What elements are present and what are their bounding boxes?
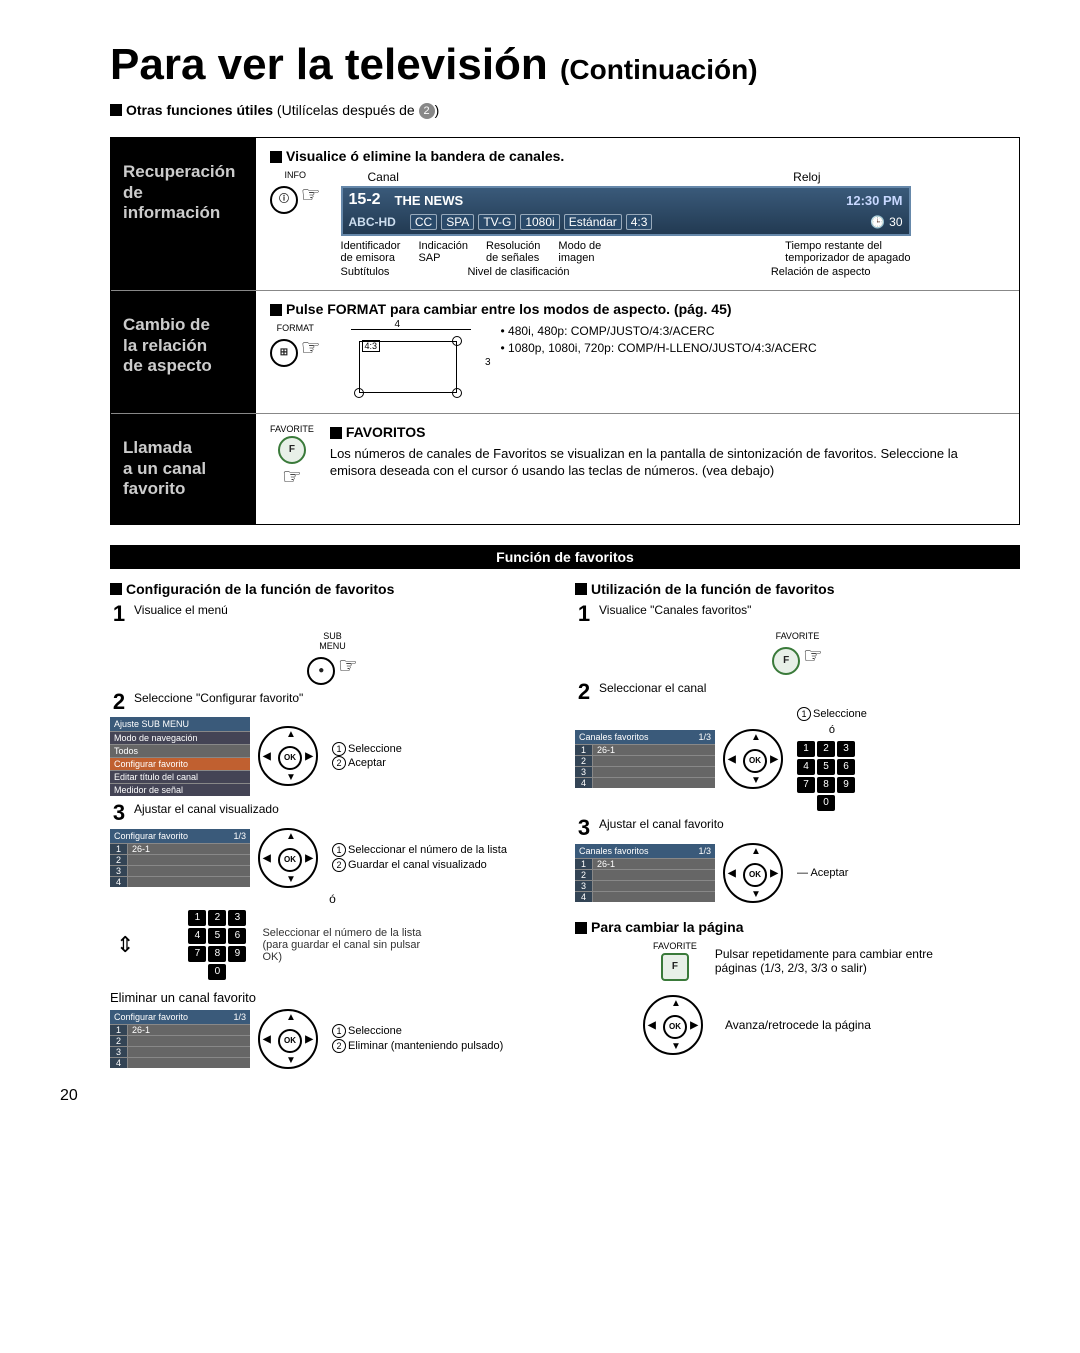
dpad[interactable]: OK▲▼◀▶: [258, 726, 318, 786]
submenu-button[interactable]: SUB MENU ● ☞: [307, 631, 358, 685]
row1-heading: Visualice ó elimine la bandera de canale…: [286, 148, 564, 164]
hand-icon: ☞: [282, 466, 302, 488]
page-title: Para ver la televisión (Continuación): [110, 40, 1020, 90]
submenu-osd: Ajuste SUB MENU Modo de navegaciónTodosC…: [110, 717, 250, 796]
dpad[interactable]: OK▲▼◀▶: [643, 995, 703, 1055]
channel-banner: 15-2 THE NEWS 12:30 PM ABC-HD CC SPA TV-…: [341, 186, 911, 236]
number-keypad[interactable]: 1234567890: [188, 910, 246, 980]
favorite-button[interactable]: FAVORITE F: [653, 941, 697, 981]
label-reloj: Reloj: [793, 170, 910, 184]
step-2: 2: [110, 691, 128, 713]
intro-note: Otras funciones útiles (Utilícelas despu…: [110, 102, 1020, 119]
step-1: 1: [575, 603, 593, 625]
step-2: 2: [575, 681, 593, 703]
row3-body: Los números de canales de Favoritos se v…: [330, 446, 1005, 480]
label-canal: Canal: [343, 170, 399, 184]
use-fav-title: Utilización de la función de favoritos: [591, 581, 834, 597]
info-button[interactable]: INFO ⓘ ☞: [270, 170, 321, 214]
favorite-button[interactable]: FAVORITE F ☞: [270, 424, 314, 488]
fav-channels-osd: Canales favoritos1/3 126-1234: [575, 844, 715, 902]
step-1: 1: [110, 603, 128, 625]
format-icon: ⊞: [270, 339, 298, 367]
info-icon: ⓘ: [270, 186, 298, 214]
row3-label: Llamada a un canal favorito: [111, 414, 256, 523]
favorite-icon: F: [661, 953, 689, 981]
row2-heading: Pulse FORMAT para cambiar entre los modo…: [286, 301, 670, 317]
favorite-button[interactable]: FAVORITE F ☞: [772, 631, 823, 675]
dpad[interactable]: OK▲▼◀▶: [258, 828, 318, 888]
aspect-diagram: 4 4:3 3: [341, 323, 481, 401]
hand-icon: ☞: [301, 337, 321, 359]
favorites-section-bar: Función de favoritos: [110, 545, 1020, 569]
favorite-icon: F: [772, 647, 800, 675]
remove-fav-title: Eliminar un canal favorito: [110, 990, 555, 1005]
config-fav-title: Configuración de la función de favoritos: [126, 581, 394, 597]
row1-label: Recuperación de información: [111, 138, 256, 290]
format-button[interactable]: FORMAT ⊞ ☞: [270, 323, 321, 367]
or-label: ó: [110, 892, 555, 906]
step-3: 3: [575, 817, 593, 839]
info-panel: Recuperación de información Visualice ó …: [110, 137, 1020, 524]
step-3: 3: [110, 802, 128, 824]
dpad[interactable]: OK▲▼◀▶: [258, 1009, 318, 1069]
hand-icon: ☞: [338, 655, 358, 677]
updown-icon: ⇕: [116, 936, 134, 954]
row3-heading: FAVORITOS: [346, 424, 426, 440]
dpad[interactable]: OK▲▼◀▶: [723, 843, 783, 903]
hand-icon: ☞: [803, 645, 823, 667]
dpad[interactable]: OK▲▼◀▶: [723, 729, 783, 789]
row2-label: Cambio de la relación de aspecto: [111, 291, 256, 413]
aspect-modes: • 480i, 480p: COMP/JUSTO/4:3/ACERC • 108…: [501, 323, 817, 357]
hand-icon: ☞: [301, 184, 321, 206]
fav-channels-osd: Canales favoritos1/3 126-1234: [575, 730, 715, 788]
change-page-title: Para cambiar la página: [591, 919, 744, 935]
config-fav-osd: Configurar favorito1/3 126-1234: [110, 829, 250, 887]
circle-icon: ●: [307, 657, 335, 685]
page-number: 20: [60, 1087, 1020, 1105]
config-fav-osd: Configurar favorito1/3 126-1234: [110, 1010, 250, 1068]
favorite-icon: F: [278, 436, 306, 464]
number-keypad[interactable]: 1234567890: [797, 741, 855, 811]
